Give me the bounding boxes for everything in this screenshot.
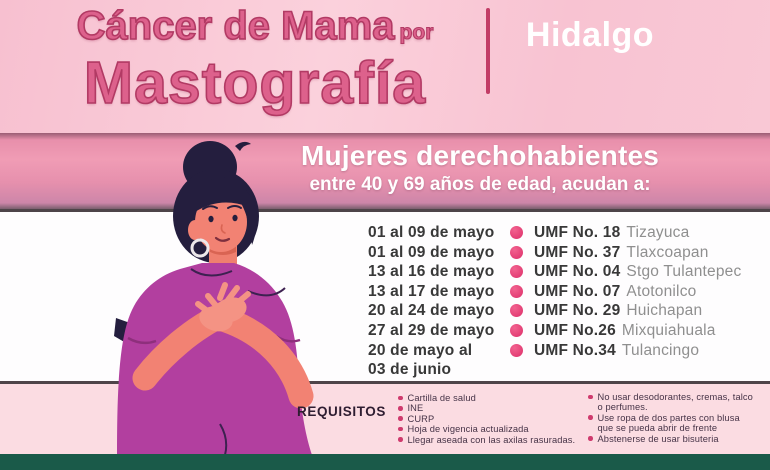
bullet-dot-icon — [398, 437, 403, 442]
schedule-location: Stgo Tulantepec — [626, 263, 742, 281]
region-label: Hidalgo — [525, 16, 655, 54]
woman-illustration — [114, 141, 314, 455]
list-item: Cartilla de salud — [398, 393, 575, 403]
hoop-earring — [190, 238, 210, 258]
list-item: No usar desodorantes, cremas, talco o pe… — [588, 392, 758, 413]
bullet-dot-icon — [398, 426, 403, 432]
banner-subheading: entre 40 y 69 años de edad, acudan a: — [309, 174, 651, 195]
schedule-bullet-icon — [510, 323, 523, 337]
bullet-dot-icon — [398, 416, 403, 421]
audience-banner-text: Mujeres derechohabientes entre 40 y 69 a… — [195, 140, 765, 196]
requirement-text: Llegar aseada con las axilas rasuradas. — [407, 434, 576, 445]
schedule-row: 13 al 17 de mayo UMF No. 07 Atotonilco — [368, 282, 741, 302]
schedule-bullet-icon — [510, 343, 523, 357]
schedule-list: 01 al 09 de mayo UMF No. 18 Tizayuca 01 … — [368, 223, 741, 380]
requirements-label: REQUISITOS — [297, 404, 387, 419]
schedule-date: 13 al 17 de mayo — [368, 282, 495, 300]
schedule-location: Mixquiahuala — [621, 321, 716, 339]
title-line-2: Mastografía — [83, 50, 427, 116]
recommendations-list: No usar desodorantes, cremas, talco o pe… — [588, 392, 758, 444]
list-item: Llegar aseada con las axilas rasuradas. — [398, 435, 575, 445]
page-title: Cáncer de Mama por Mastografía — [50, 3, 460, 116]
recommendation-text: Abstenerse de usar bisuteria — [597, 433, 719, 444]
shirt — [117, 263, 312, 455]
list-item: Abstenerse de usar bisuteria — [588, 434, 758, 444]
requirements-list: Cartilla de salud INE CURP Hoja de vigen… — [398, 393, 575, 445]
schedule-date: 01 al 09 de mayo — [368, 224, 495, 241]
schedule-location: Tlaxcoapan — [626, 243, 709, 261]
schedule-bullet-icon — [510, 284, 523, 298]
schedule-row: 01 al 09 de mayo UMF No. 18 Tizayuca — [368, 223, 741, 243]
schedule-date: 20 de mayo al 03 de junio — [368, 341, 510, 380]
schedule-unit: UMF No. 29 — [534, 302, 621, 320]
bullet-dot-icon — [588, 415, 593, 420]
schedule-row: 20 de mayo al 03 de junio UMF No.34 Tula… — [368, 341, 741, 380]
schedule-row: 13 al 16 de mayo UMF No. 04 Stgo Tulante… — [368, 262, 741, 282]
header-section: Cáncer de Mama por Mastografía Hidalgo — [0, 0, 770, 133]
schedule-location: Atotonilco — [626, 282, 697, 300]
vertical-divider — [486, 8, 490, 94]
recommendation-text: Use ropa de dos partes con blusa que se … — [597, 412, 740, 434]
banner-heading: Mujeres derechohabientes — [300, 140, 660, 171]
schedule-row: 20 al 24 de mayo UMF No. 29 Huichapan — [368, 301, 741, 321]
schedule-date-line2: 03 de junio — [368, 361, 452, 379]
requirement-text: Hoja de vigencia actualizada — [407, 424, 529, 435]
bullet-dot-icon — [398, 406, 403, 411]
list-item: Hoja de vigencia actualizada — [398, 424, 575, 434]
title-main: Cáncer de Mama — [76, 3, 396, 49]
list-item: CURP — [398, 414, 575, 424]
schedule-unit: UMF No. 04 — [534, 263, 621, 281]
schedule-row: 27 al 29 de mayo UMF No.26 Mixquiahuala — [368, 321, 741, 341]
schedule-bullet-icon — [510, 304, 523, 318]
schedule-date: 20 al 24 de mayo — [368, 302, 495, 320]
schedule-location: Huichapan — [626, 302, 703, 320]
list-item: INE — [398, 403, 575, 413]
recommendation-text: No usar desodorantes, cremas, talco o pe… — [597, 392, 753, 413]
schedule-unit: UMF No.26 — [534, 321, 616, 339]
schedule-date: 13 al 16 de mayo — [368, 263, 495, 281]
title-connector: por — [399, 20, 434, 44]
bullet-dot-icon — [588, 394, 593, 400]
requirement-text: INE — [407, 403, 424, 414]
schedule-unit: UMF No. 37 — [534, 243, 621, 261]
audience-banner: Mujeres derechohabientes entre 40 y 69 a… — [0, 133, 770, 212]
bullet-dot-icon — [588, 436, 593, 441]
schedule-unit: UMF No.34 — [534, 341, 616, 359]
schedule-bullet-icon — [510, 226, 523, 239]
schedule-unit: UMF No. 07 — [534, 282, 621, 300]
bullet-dot-icon — [398, 395, 403, 401]
footer-band — [0, 454, 770, 470]
schedule-bullet-icon — [510, 265, 523, 279]
list-item: Use ropa de dos partes con blusa que se … — [588, 413, 758, 434]
requirement-text: Cartilla de salud — [407, 393, 476, 403]
schedule-date: 01 al 09 de mayo — [368, 243, 495, 261]
schedule-location: Tizayuca — [626, 224, 690, 241]
schedule-unit: UMF No. 18 — [534, 224, 621, 241]
schedule-bullet-icon — [510, 245, 523, 259]
requirement-text: CURP — [407, 413, 435, 424]
schedule-location: Tulancingo — [621, 341, 700, 359]
schedule-row: 01 al 09 de mayo UMF No. 37 Tlaxcoapan — [368, 243, 741, 263]
title-line-1: Cáncer de Mama por — [50, 3, 460, 56]
schedule-date: 27 al 29 de mayo — [368, 321, 495, 339]
schedule-date-line1: 20 de mayo al — [368, 341, 473, 359]
